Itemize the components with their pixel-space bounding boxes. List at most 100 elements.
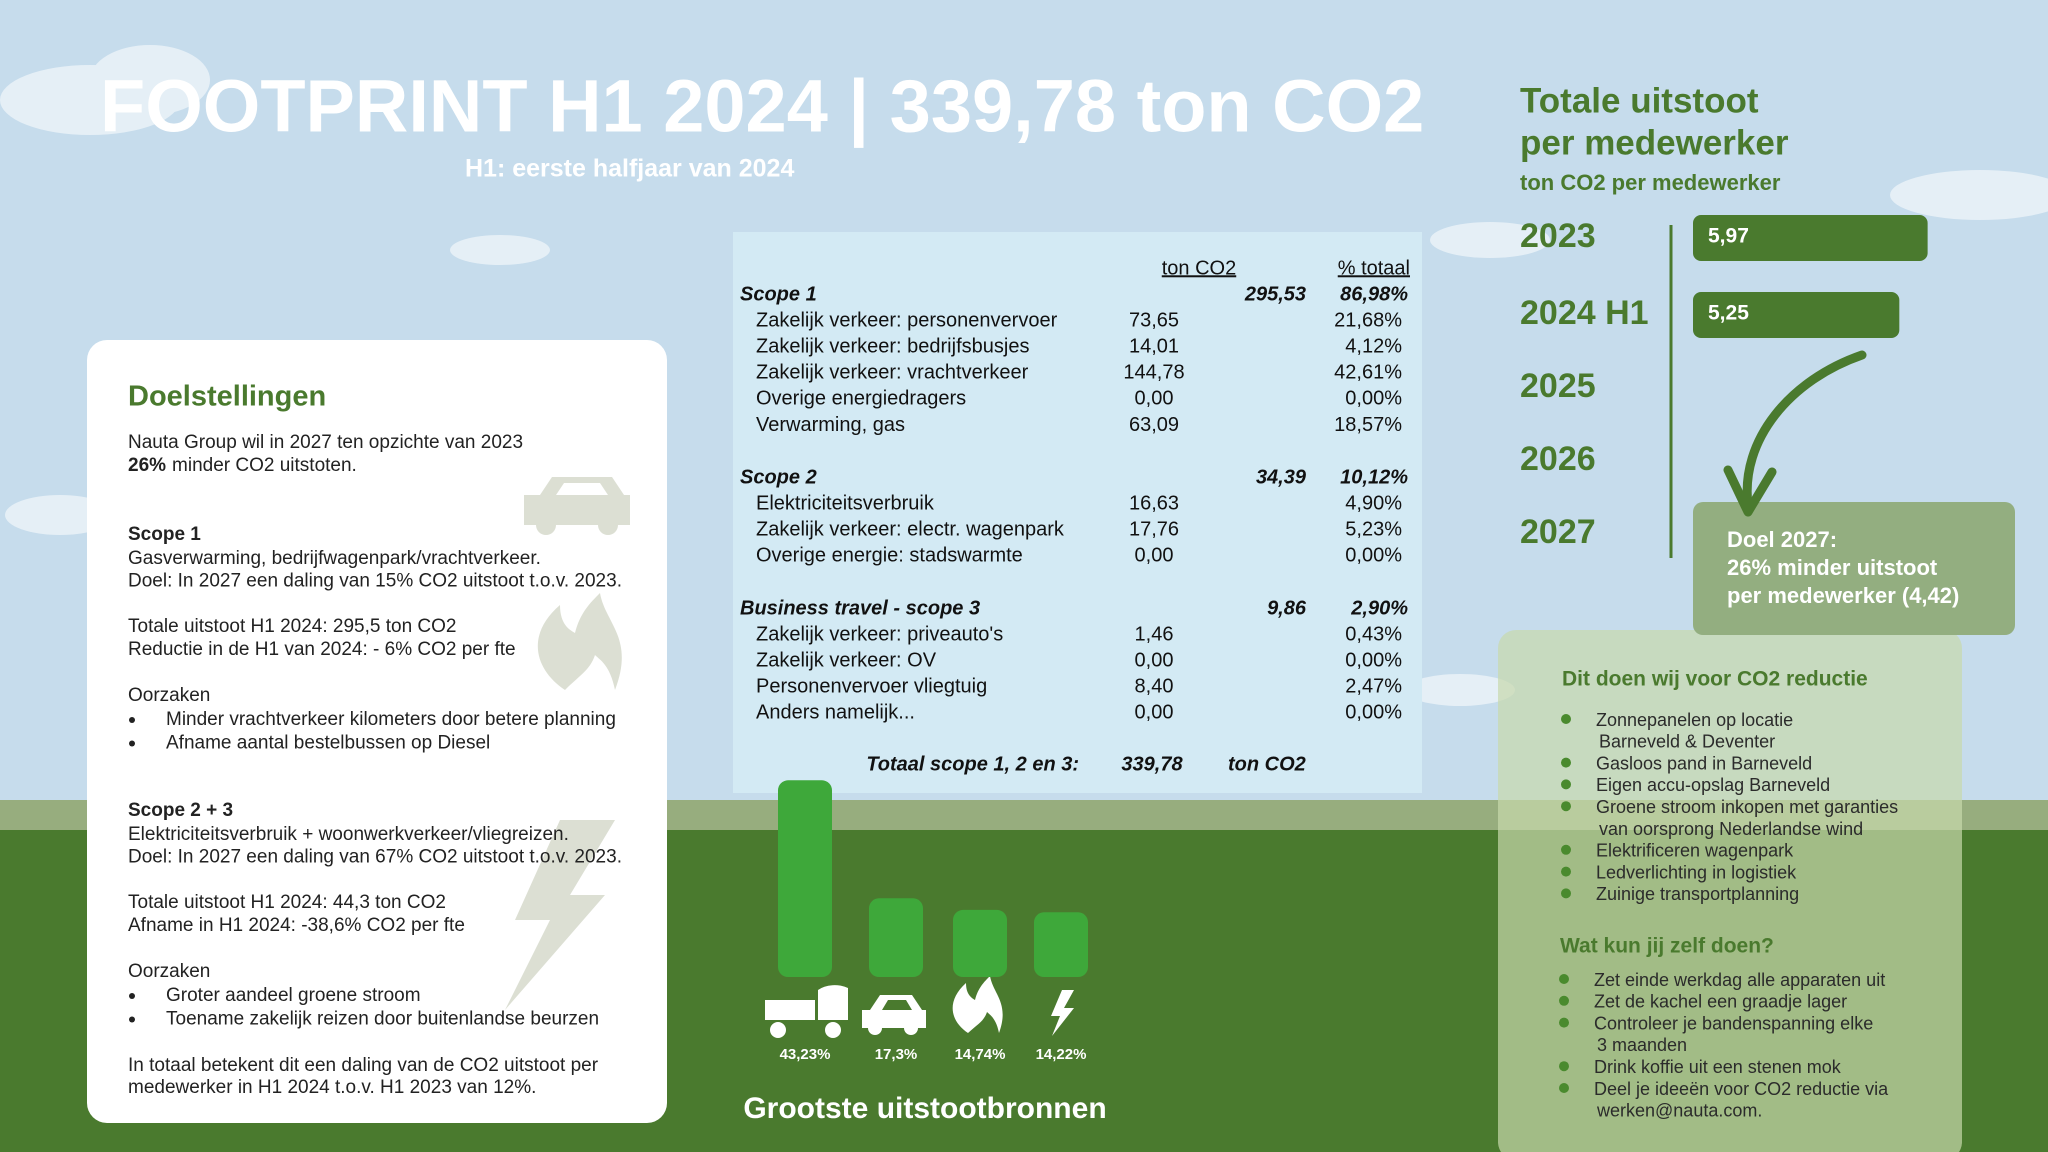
scope-line: Doel: In 2027 een daling van 67% CO2 uit…: [128, 847, 622, 868]
source-label: 14,22%: [1036, 1046, 1087, 1063]
row-value: 14,01: [1129, 335, 1179, 357]
row-value: 144,78: [1123, 362, 1184, 384]
list-item: Eigen accu-opslag Barneveld: [1596, 775, 1830, 795]
scope-line: Gasverwarming, bedrijfwagenpark/vrachtve…: [128, 548, 541, 569]
title: FOOTPRINT H1 2024 | 339,78 ton CO2: [100, 65, 1424, 149]
year: 2023: [1520, 217, 1596, 255]
conclusion: medewerker in H1 2024 t.o.v. H1 2023 van…: [128, 1077, 536, 1098]
section-share: 2,90%: [1350, 597, 1408, 619]
causes-title: Oorzaken: [128, 961, 210, 982]
bar-label: 5,97: [1708, 225, 1749, 248]
row-label: Zakelijk verkeer: personenvervoer: [756, 309, 1058, 331]
row-share: 18,57%: [1334, 414, 1402, 436]
row-label: Zakelijk verkeer: bedrijfsbusjes: [756, 335, 1029, 357]
row-label: Elektriciteitsverbruik: [756, 492, 935, 514]
list-item: Zonnepanelen op locatie: [1596, 710, 1793, 730]
row-label: Overige energie: stadswarmte: [756, 545, 1023, 567]
section-share: 10,12%: [1340, 466, 1408, 488]
bullet: [1561, 866, 1571, 877]
scope-title: Scope 1: [128, 524, 201, 545]
goal-line: Doel 2027:: [1727, 527, 1837, 552]
bar-label: 5,25: [1708, 302, 1749, 325]
bullet: [1561, 888, 1571, 899]
scope-total: Totale uitstoot H1 2024: 295,5 ton CO2: [128, 616, 457, 637]
bullet: [1561, 757, 1571, 768]
table-panel: [733, 232, 1422, 793]
row-share: 5,23%: [1345, 518, 1402, 540]
year: 2024 H1: [1520, 294, 1649, 332]
bullet: [1559, 1083, 1569, 1093]
total-value: 339,78: [1121, 753, 1183, 775]
bar: [1693, 215, 1928, 261]
row-value: 17,76: [1129, 518, 1179, 540]
bullet: [1559, 1017, 1569, 1028]
bar: [1693, 292, 1900, 338]
arrow: [1742, 350, 1867, 510]
row-share: 4,90%: [1345, 492, 1402, 514]
year: 2027: [1520, 513, 1596, 551]
row-share: 4,12%: [1345, 335, 1402, 357]
bullet: [1561, 801, 1571, 812]
bullet: [1559, 974, 1569, 984]
list-item: Gasloos pand in Barneveld: [1596, 753, 1812, 773]
list-heading: Wat kun jij zelf doen?: [1560, 935, 1774, 958]
scope-title: Scope 2 + 3: [128, 800, 233, 821]
row-value: 73,65: [1129, 309, 1179, 331]
source-label: 14,74%: [955, 1046, 1006, 1063]
row-label: Overige energiedragers: [756, 388, 966, 410]
goal-line: 26% minder uitstoot: [1727, 555, 1938, 580]
intro: Nauta Group wil in 2027 ten opzichte van…: [128, 432, 523, 453]
goals-card: [87, 340, 667, 1123]
row-share: 2,47%: [1345, 676, 1402, 698]
row-share: 0,00%: [1345, 545, 1402, 567]
list-item: Groene stroom inkopen met garanties: [1596, 797, 1898, 817]
bullet: [129, 717, 135, 723]
intro-rest: minder CO2 uitstoten.: [172, 455, 357, 476]
row-share: 21,68%: [1334, 309, 1402, 331]
list-item: 3 maanden: [1597, 1035, 1687, 1055]
conclusion: In totaal betekent dit een daling van de…: [128, 1055, 599, 1076]
sources-title: Grootste uitstootbronnen: [743, 1092, 1106, 1125]
per-employee-title: Totale uitstoot: [1520, 81, 1759, 120]
list-item: van oorsprong Nederlandse wind: [1599, 819, 1863, 839]
source-bar: [869, 898, 923, 977]
per-employee-title: per medewerker: [1520, 123, 1789, 162]
bullet: [1561, 779, 1571, 790]
source-bar: [953, 909, 1007, 977]
list-item: Controleer je bandenspanning elke: [1594, 1013, 1873, 1033]
scope-line: Elektriciteitsverbruik + woonwerkverkeer…: [128, 824, 569, 845]
intro-bold: 26%: [128, 455, 166, 476]
goals-heading: Doelstellingen: [128, 381, 326, 413]
goal-box: [1693, 502, 2015, 635]
scope-total: Totale uitstoot H1 2024: 44,3 ton CO2: [128, 892, 446, 913]
row-value: 1,46: [1135, 623, 1174, 645]
causes-title: Oorzaken: [128, 685, 210, 706]
list-heading: Dit doen wij voor CO2 reductie: [1562, 668, 1868, 691]
section-name: Scope 1: [740, 283, 817, 305]
section-total: 34,39: [1256, 466, 1307, 488]
row-label: Zakelijk verkeer: vrachtverkeer: [756, 362, 1029, 384]
cause: Minder vrachtverkeer kilometers door bet…: [166, 709, 616, 730]
intro-line: 26% minder CO2 uitstoten.: [128, 455, 357, 476]
row-label: Personenvervoer vliegtuig: [756, 676, 987, 698]
section-name: Business travel - scope 3: [740, 597, 980, 619]
row-share: 0,00%: [1345, 702, 1402, 724]
year: 2026: [1520, 440, 1596, 478]
list-item: werken@nauta.com.: [1596, 1101, 1762, 1121]
scope-total: Afname in H1 2024: -38,6% CO2 per fte: [128, 915, 465, 936]
row-share: 0,00%: [1345, 649, 1402, 671]
cause: Afname aantal bestelbussen op Diesel: [166, 733, 490, 754]
list-item: Zet de kachel een graadje lager: [1594, 992, 1847, 1012]
goal-line: per medewerker (4,42): [1727, 583, 1959, 608]
total-label: Totaal scope 1, 2 en 3:: [866, 753, 1079, 775]
list-item: Elektrificeren wagenpark: [1596, 841, 1794, 861]
total-unit: ton CO2: [1228, 753, 1306, 775]
column-header: % totaal: [1338, 257, 1410, 279]
column-header: ton CO2: [1162, 257, 1236, 279]
row-value: 0,00: [1135, 649, 1174, 671]
section-share: 86,98%: [1340, 283, 1408, 305]
card-icons: [505, 477, 630, 1010]
row-share: 0,00%: [1345, 388, 1402, 410]
source-bar: [778, 780, 832, 977]
